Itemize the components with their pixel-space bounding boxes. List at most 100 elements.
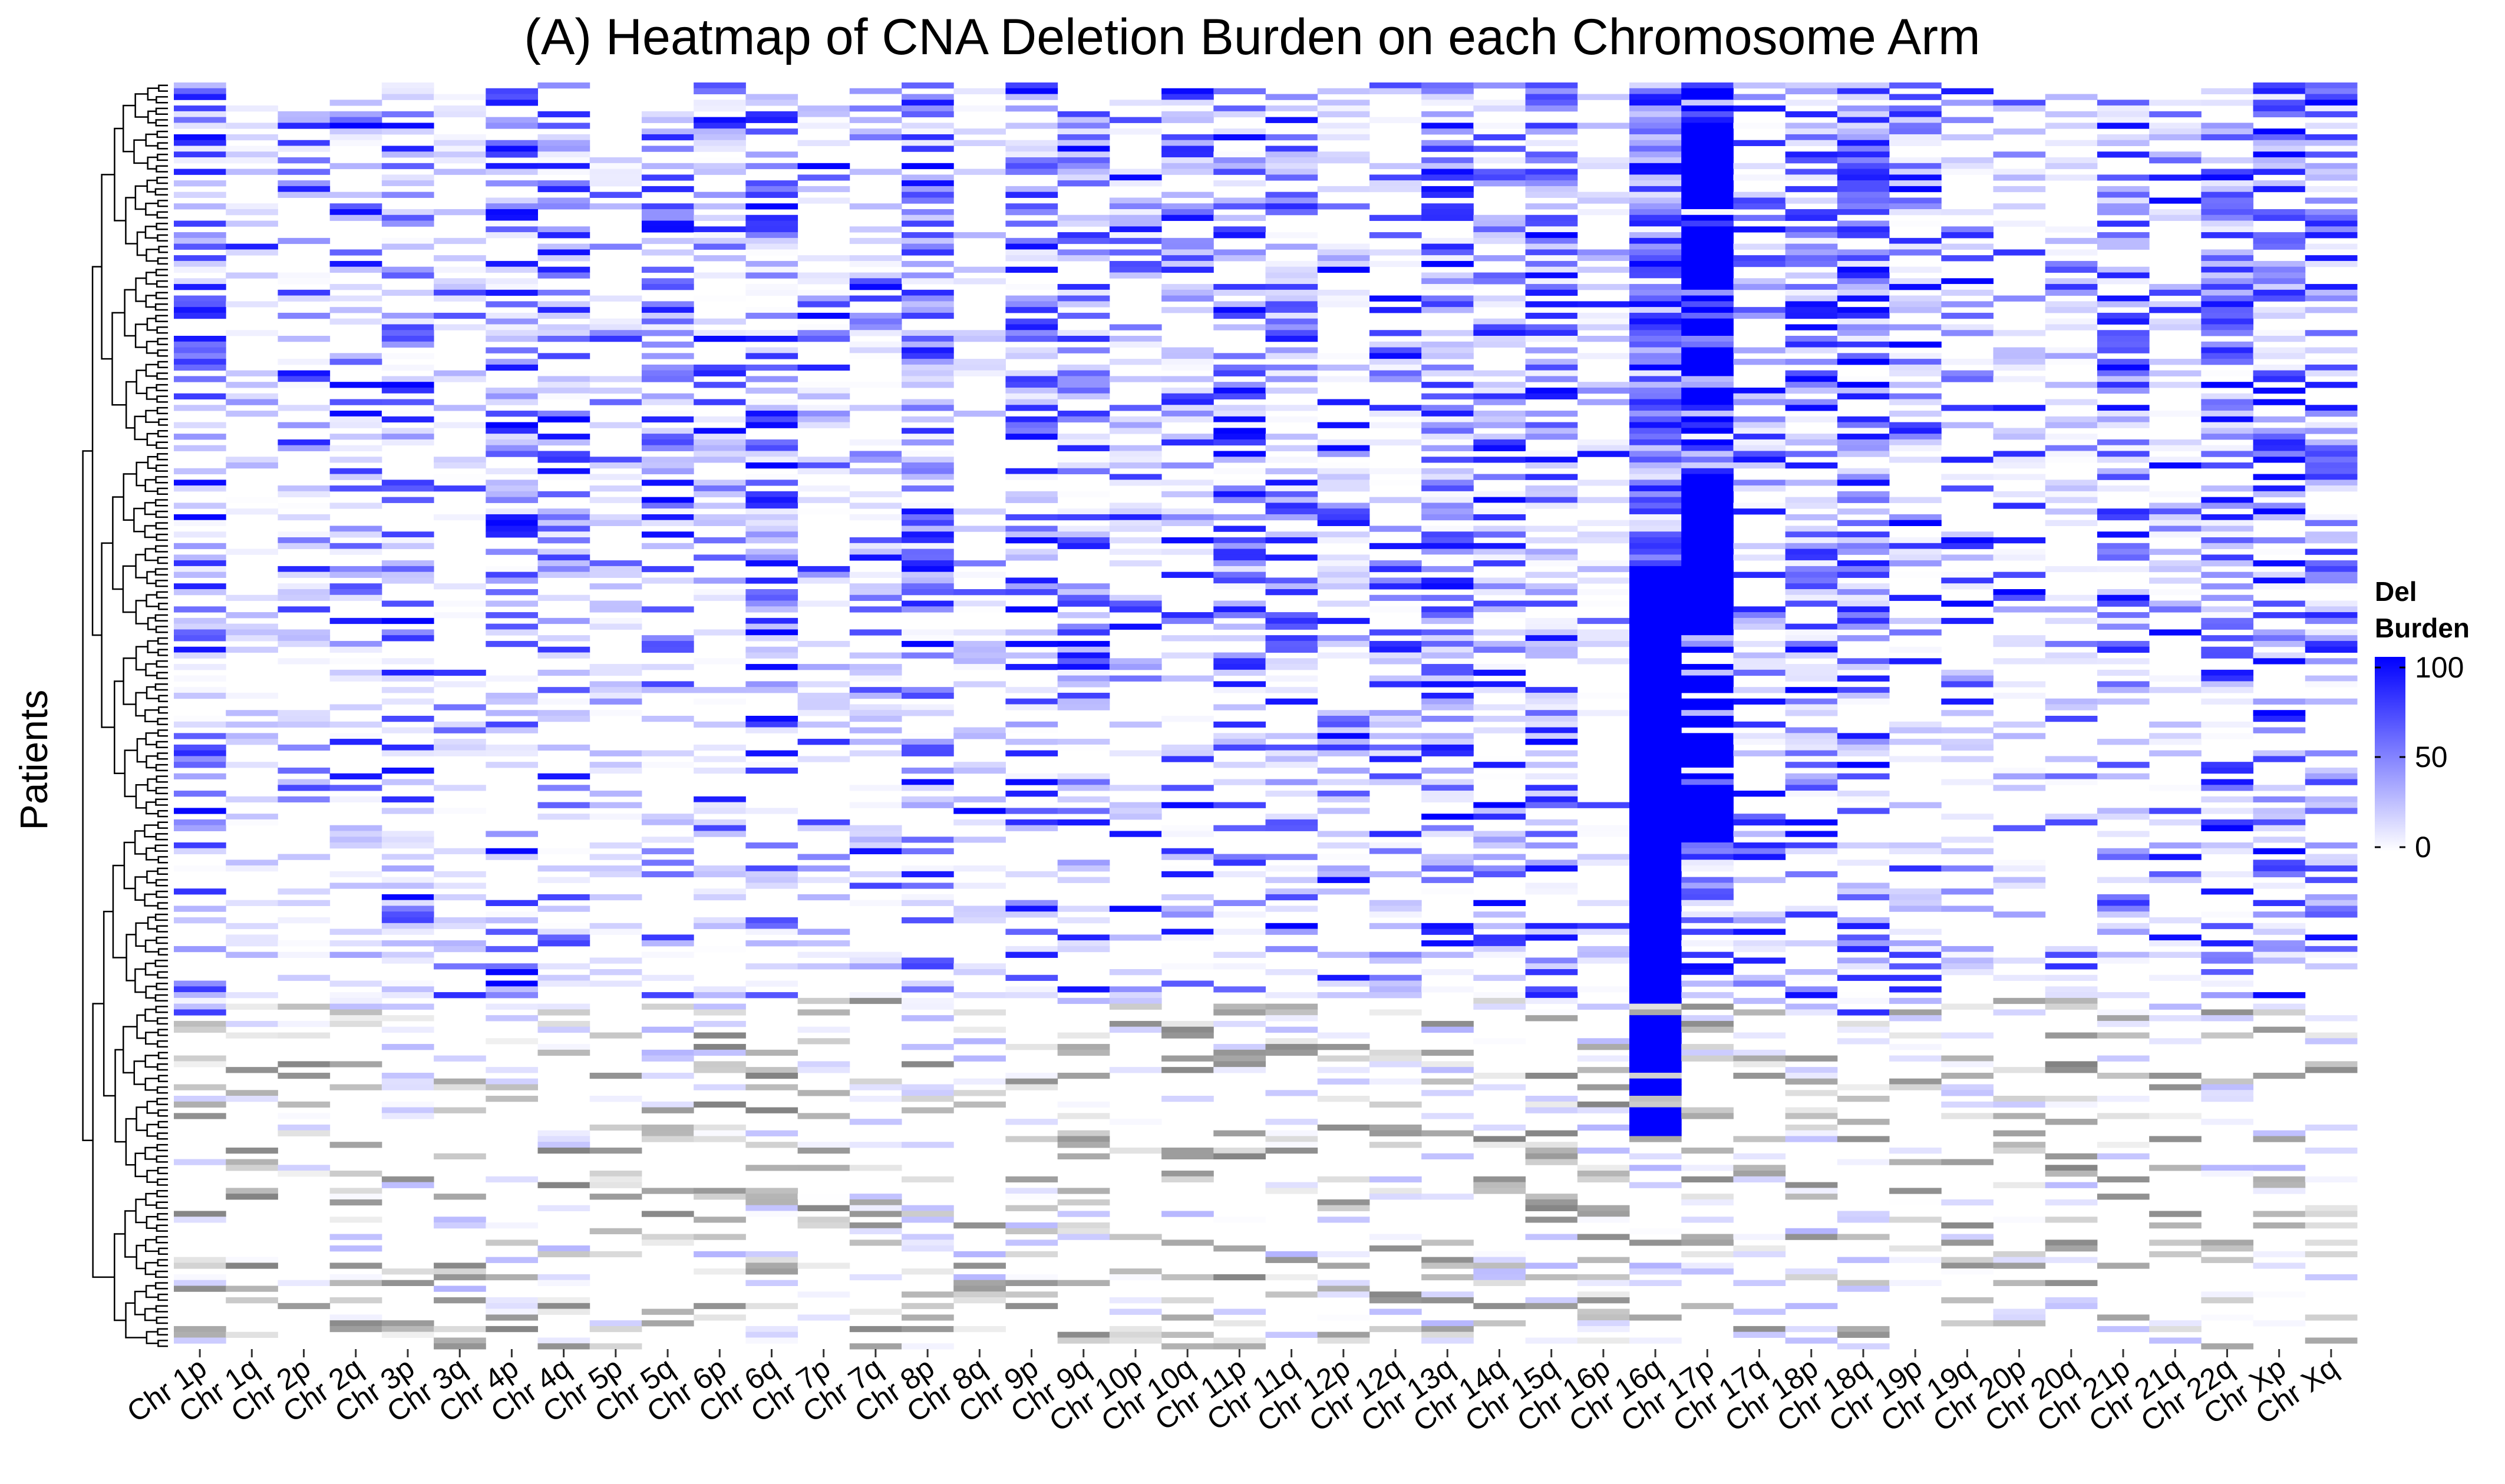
heatmap-cell <box>1265 635 1318 642</box>
heatmap-cell <box>1473 640 1526 647</box>
heatmap-cell <box>1837 393 1890 399</box>
heatmap-cell <box>745 762 798 768</box>
heatmap-cell <box>1993 865 2046 872</box>
heatmap-cell <box>694 1303 746 1310</box>
heatmap-cell <box>2305 773 2358 779</box>
heatmap-cell <box>174 468 226 475</box>
heatmap-cell <box>1837 255 1890 262</box>
heatmap-cell <box>1785 675 1838 682</box>
heatmap-cell <box>226 548 278 555</box>
dendrogram-branch <box>155 476 168 484</box>
heatmap-cell <box>1005 284 1058 290</box>
heatmap-cell <box>486 969 538 976</box>
heatmap-cell <box>641 411 694 417</box>
heatmap-cell <box>2201 382 2254 388</box>
heatmap-cell <box>381 1280 434 1286</box>
heatmap-cell <box>2149 1240 2202 1246</box>
heatmap-cell <box>174 168 226 175</box>
heatmap-cell <box>1317 779 1370 785</box>
heatmap-cell <box>329 416 382 423</box>
heatmap-cell <box>174 220 226 227</box>
heatmap-cell <box>1213 485 1266 492</box>
heatmap-cell <box>902 364 954 371</box>
heatmap-cell <box>486 928 538 935</box>
heatmap-cell <box>1785 992 1838 999</box>
heatmap-cell <box>1681 698 1734 705</box>
heatmap-cell <box>2097 100 2150 106</box>
heatmap-cell <box>2253 88 2306 95</box>
heatmap-cell <box>1005 1188 1058 1194</box>
heatmap-cell <box>537 307 590 313</box>
heatmap-cell <box>1525 278 1578 285</box>
heatmap-cell <box>694 888 746 895</box>
heatmap-cell <box>1213 1020 1266 1027</box>
heatmap-cell <box>2253 635 2306 642</box>
heatmap-cell <box>1629 525 1682 532</box>
heatmap-cell <box>2253 577 2306 584</box>
heatmap-cell <box>1109 445 1162 451</box>
heatmap-cell <box>1785 640 1838 647</box>
heatmap-cell <box>1629 767 1682 774</box>
heatmap-cell <box>2097 762 2150 768</box>
dendrogram-branch <box>154 303 168 311</box>
heatmap-cell <box>1629 289 1682 296</box>
heatmap-cell <box>2305 209 2358 216</box>
heatmap-cell <box>2253 336 2306 342</box>
heatmap-cell <box>381 779 434 785</box>
heatmap-cell <box>1525 203 1578 210</box>
heatmap-cell <box>1473 606 1526 613</box>
heatmap-cell <box>1629 249 1682 256</box>
heatmap-cell <box>1213 1049 1266 1056</box>
heatmap-cell <box>174 808 226 814</box>
heatmap-cell <box>1681 525 1734 532</box>
heatmap-cell <box>1681 837 1734 843</box>
heatmap-cell <box>849 312 902 319</box>
heatmap-cell <box>953 560 1006 567</box>
heatmap-cell <box>1525 963 1578 970</box>
heatmap-cell <box>1525 1274 1578 1281</box>
heatmap-cell <box>434 744 486 751</box>
heatmap-cell <box>1629 744 1682 751</box>
heatmap-cell <box>849 324 902 330</box>
heatmap-cell <box>486 762 538 768</box>
heatmap-cell <box>745 1280 798 1286</box>
heatmap-cell <box>1785 791 1838 797</box>
heatmap-cell <box>1681 980 1734 987</box>
heatmap-cell <box>174 583 226 590</box>
dendrogram-branch <box>157 1063 168 1071</box>
heatmap-cell <box>1837 278 1890 285</box>
heatmap-cell <box>902 739 954 745</box>
heatmap-cell <box>381 399 434 405</box>
heatmap-cell <box>1577 480 1630 486</box>
heatmap-cell <box>1317 266 1370 273</box>
heatmap-cell <box>278 531 331 538</box>
heatmap-cell <box>1369 923 1422 930</box>
heatmap-cell <box>1629 157 1682 164</box>
heatmap-cell <box>2149 721 2202 728</box>
heatmap-cell <box>1109 1003 1162 1010</box>
heatmap-cell <box>1265 174 1318 181</box>
dendrogram-branch <box>136 1014 146 1039</box>
heatmap-cell <box>1993 860 2046 866</box>
heatmap-cell <box>174 434 226 440</box>
heatmap-cell <box>902 508 954 515</box>
heatmap-cell <box>1005 243 1058 250</box>
heatmap-cell <box>434 681 486 688</box>
heatmap-cell <box>1525 860 1578 866</box>
heatmap-cell <box>1421 617 1474 624</box>
dendrogram-branch <box>157 349 168 357</box>
heatmap-cell <box>745 180 798 187</box>
heatmap-cell <box>1525 969 1578 976</box>
heatmap-cell <box>1317 485 1370 492</box>
heatmap-cell <box>2149 1320 2202 1327</box>
heatmap-cell <box>2045 1165 2098 1171</box>
dendrogram-branch <box>147 778 157 792</box>
heatmap-cell <box>1421 860 1474 866</box>
heatmap-cell <box>1941 756 1994 762</box>
heatmap-cell <box>797 468 850 475</box>
heatmap-cell <box>1525 923 1578 930</box>
heatmap-cell <box>694 457 746 463</box>
heatmap-cell <box>797 997 850 1004</box>
heatmap-cell <box>1005 249 1058 256</box>
